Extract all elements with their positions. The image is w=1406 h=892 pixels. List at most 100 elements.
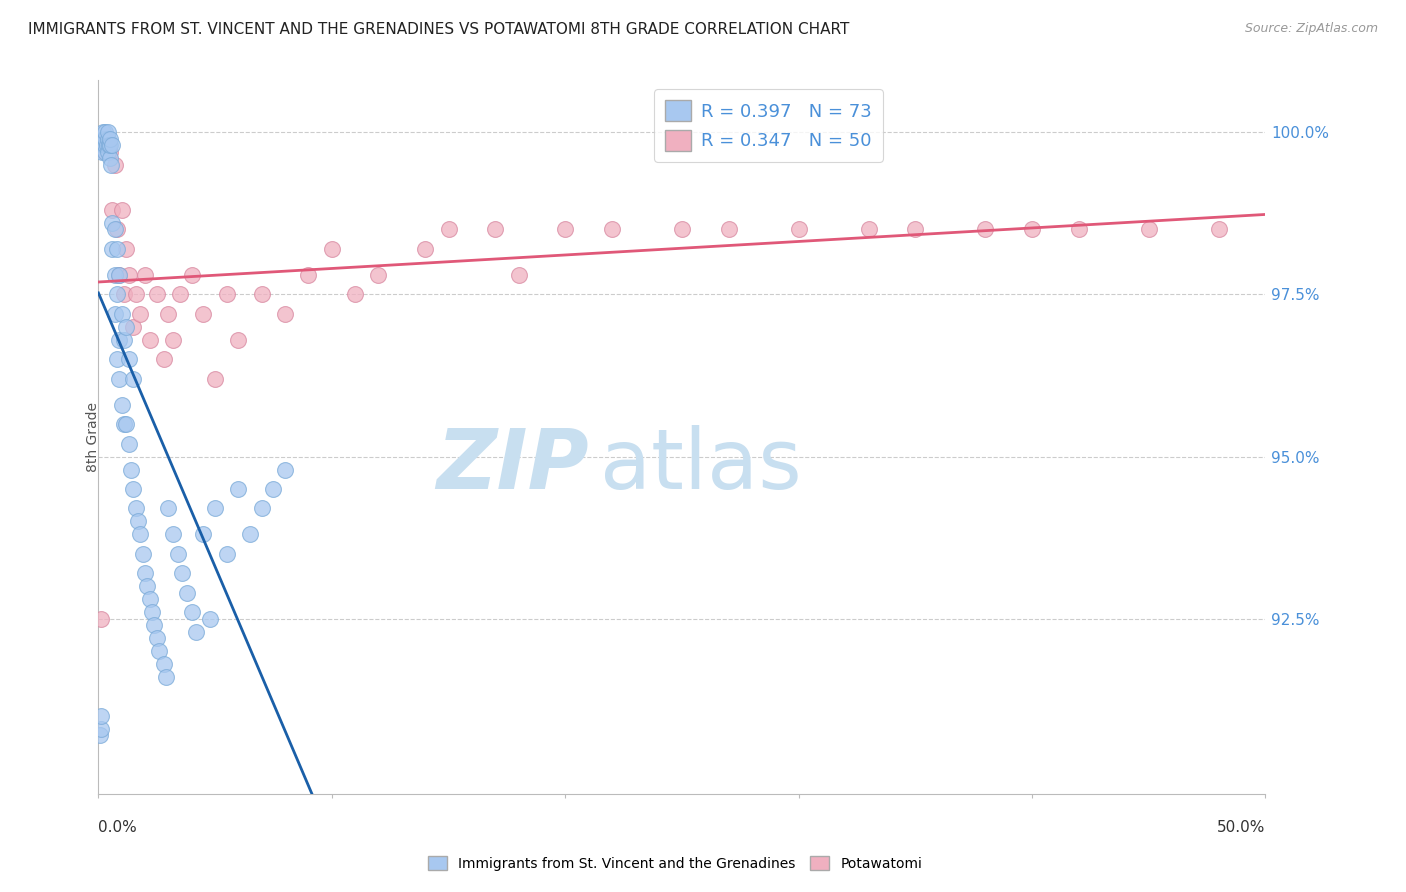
Point [787, 222, 810, 236]
Point [172, 566, 194, 581]
Point [180, 268, 202, 282]
Point [97, 138, 120, 153]
Point [129, 307, 152, 321]
Point [717, 222, 740, 236]
Point [115, 242, 138, 256]
Point [193, 307, 215, 321]
Legend: R = 0.397   N = 73, R = 0.347   N = 50: R = 0.397 N = 73, R = 0.347 N = 50 [654, 89, 883, 161]
Point [146, 287, 169, 301]
Point [134, 268, 156, 282]
Point [94, 125, 117, 139]
Point [91, 131, 114, 145]
Point [96, 138, 118, 153]
Text: IMMIGRANTS FROM ST. VINCENT AND THE GRENADINES VS POTAWATOMI 8TH GRADE CORRELATI: IMMIGRANTS FROM ST. VINCENT AND THE GREN… [28, 22, 849, 37]
Point [100, 158, 122, 172]
Point [90, 145, 112, 159]
Point [94, 131, 117, 145]
Point [112, 333, 135, 347]
Point [125, 287, 148, 301]
Point [97, 125, 120, 139]
Point [139, 592, 162, 607]
Point [367, 268, 389, 282]
Text: ZIP: ZIP [436, 425, 589, 506]
Point [104, 158, 127, 172]
Point [148, 644, 170, 658]
Point [108, 333, 131, 347]
Point [508, 268, 530, 282]
Point [98, 131, 121, 145]
Text: atlas: atlas [600, 425, 801, 506]
Point [108, 268, 131, 282]
Point [1208, 222, 1230, 236]
Point [228, 333, 250, 347]
Point [104, 268, 127, 282]
Y-axis label: 8th Grade: 8th Grade [86, 402, 100, 472]
Point [321, 242, 343, 256]
Point [93, 131, 115, 145]
Point [90, 709, 112, 723]
Point [180, 605, 202, 619]
Point [239, 527, 262, 541]
Point [105, 352, 128, 367]
Point [91, 138, 114, 153]
Point [157, 501, 180, 516]
Point [143, 618, 166, 632]
Point [122, 372, 145, 386]
Point [90, 722, 112, 736]
Point [108, 268, 131, 282]
Point [97, 131, 120, 145]
Point [228, 482, 250, 496]
Point [111, 398, 134, 412]
Point [162, 333, 184, 347]
Point [129, 527, 152, 541]
Point [176, 586, 198, 600]
Point [152, 352, 174, 367]
Point [115, 319, 138, 334]
Point [118, 352, 141, 367]
Point [132, 547, 155, 561]
Point [600, 222, 623, 236]
Point [262, 482, 284, 496]
Text: Source: ZipAtlas.com: Source: ZipAtlas.com [1244, 22, 1378, 36]
Point [204, 501, 226, 516]
Point [274, 462, 297, 476]
Point [101, 138, 124, 153]
Point [136, 579, 159, 593]
Point [344, 287, 367, 301]
Point [94, 145, 117, 159]
Point [122, 319, 145, 334]
Point [111, 307, 134, 321]
Point [858, 222, 880, 236]
Point [157, 307, 180, 321]
Point [111, 202, 134, 217]
Point [127, 515, 149, 529]
Point [166, 547, 188, 561]
Text: 0.0%: 0.0% [98, 820, 138, 835]
Point [90, 612, 112, 626]
Point [215, 287, 238, 301]
Point [105, 222, 128, 236]
Point [215, 547, 238, 561]
Point [108, 372, 131, 386]
Point [112, 417, 135, 431]
Point [134, 566, 156, 581]
Point [250, 501, 273, 516]
Point [97, 145, 120, 159]
Point [98, 138, 121, 153]
Point [91, 138, 114, 153]
Point [904, 222, 927, 236]
Point [98, 145, 121, 159]
Point [437, 222, 460, 236]
Point [115, 417, 138, 431]
Point [105, 242, 128, 256]
Point [97, 138, 120, 153]
Point [125, 501, 148, 516]
Point [101, 202, 124, 217]
Point [204, 372, 226, 386]
Point [101, 242, 124, 256]
Point [104, 222, 127, 236]
Point [104, 307, 127, 321]
Point [250, 287, 273, 301]
Point [193, 527, 215, 541]
Point [91, 125, 114, 139]
